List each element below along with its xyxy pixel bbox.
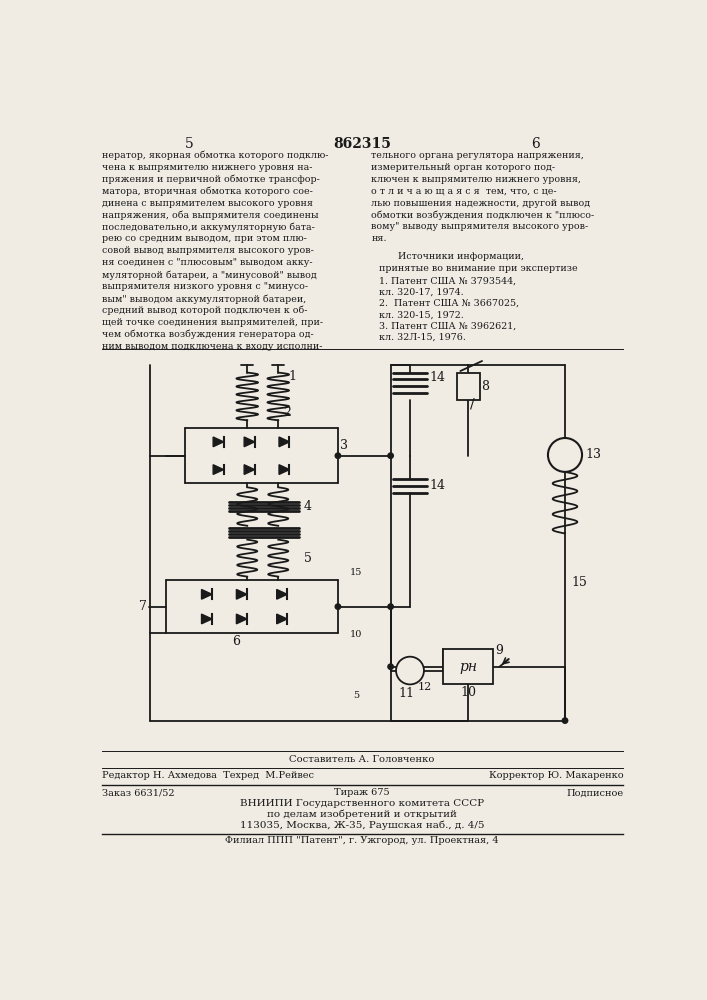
Text: ключен к выпрямителю нижнего уровня,: ключен к выпрямителю нижнего уровня, xyxy=(371,175,581,184)
Polygon shape xyxy=(213,437,223,447)
Text: 113035, Москва, Ж-35, Раушская наб., д. 4/5: 113035, Москва, Ж-35, Раушская наб., д. … xyxy=(240,821,484,830)
Text: 10: 10 xyxy=(460,686,476,699)
Text: 862315: 862315 xyxy=(333,137,391,151)
Text: тельного органа регулятора напряжения,: тельного органа регулятора напряжения, xyxy=(371,151,584,160)
Text: ВНИИПИ Государственного комитета СССР: ВНИИПИ Государственного комитета СССР xyxy=(240,799,484,808)
Text: /: / xyxy=(469,396,474,410)
Text: 3: 3 xyxy=(340,439,349,452)
Text: муляторной батареи, а "минусовой" вывод: муляторной батареи, а "минусовой" вывод xyxy=(103,270,317,280)
Text: 15: 15 xyxy=(349,568,362,577)
Text: матора, вторичная обмотка которого сое-: матора, вторичная обмотка которого сое- xyxy=(103,187,313,196)
Text: 6: 6 xyxy=(232,635,240,648)
Polygon shape xyxy=(279,437,289,447)
Text: чена к выпрямителю нижнего уровня на-: чена к выпрямителю нижнего уровня на- xyxy=(103,163,312,172)
Text: средний вывод которой подключен к об-: средний вывод которой подключен к об- xyxy=(103,306,308,315)
Text: 8: 8 xyxy=(481,380,489,393)
Text: 4: 4 xyxy=(304,500,312,513)
Text: Заказ 6631/52: Заказ 6631/52 xyxy=(103,788,175,797)
Text: динена с выпрямителем высокого уровня: динена с выпрямителем высокого уровня xyxy=(103,199,313,208)
Text: измерительный орган которого под-: измерительный орган которого под- xyxy=(371,163,556,172)
Text: принятые во внимание при экспертизе: принятые во внимание при экспертизе xyxy=(379,264,578,273)
Text: 10: 10 xyxy=(349,630,362,639)
Text: 5: 5 xyxy=(304,552,312,565)
Text: 2: 2 xyxy=(284,406,291,419)
Circle shape xyxy=(388,604,393,609)
Text: Тираж 675: Тираж 675 xyxy=(334,788,390,797)
Text: совой вывод выпрямителя высокого уров-: совой вывод выпрямителя высокого уров- xyxy=(103,246,314,255)
Text: 2.  Патент США № 3667025,: 2. Патент США № 3667025, xyxy=(379,299,519,308)
Text: 6: 6 xyxy=(531,137,540,151)
Polygon shape xyxy=(244,437,255,447)
Text: Составитель А. Головченко: Составитель А. Головченко xyxy=(289,755,435,764)
Text: выпрямителя низкого уровня с "минусо-: выпрямителя низкого уровня с "минусо- xyxy=(103,282,308,291)
Polygon shape xyxy=(279,465,289,474)
Circle shape xyxy=(388,453,393,458)
FancyBboxPatch shape xyxy=(457,373,480,400)
Text: вым" выводом аккумуляторной батареи,: вым" выводом аккумуляторной батареи, xyxy=(103,294,307,304)
Circle shape xyxy=(335,453,341,458)
Text: нератор, якорная обмотка которого подклю-: нератор, якорная обмотка которого подклю… xyxy=(103,151,329,160)
Text: 3. Патент США № 3962621,: 3. Патент США № 3962621, xyxy=(379,322,516,331)
Text: 5: 5 xyxy=(353,691,359,700)
Text: вому" выводу выпрямителя высокого уров-: вому" выводу выпрямителя высокого уров- xyxy=(371,222,588,231)
Text: Редактор Н. Ахмедова  Техред  М.Рейвес: Редактор Н. Ахмедова Техред М.Рейвес xyxy=(103,771,315,780)
FancyBboxPatch shape xyxy=(443,649,493,684)
Text: рею со средним выводом, при этом плю-: рею со средним выводом, при этом плю- xyxy=(103,234,308,243)
Polygon shape xyxy=(276,589,287,599)
Text: пряжения и первичной обмотке трансфор-: пряжения и первичной обмотке трансфор- xyxy=(103,175,320,184)
Text: Подписное: Подписное xyxy=(566,788,623,797)
Polygon shape xyxy=(213,465,223,474)
Text: кл. 320-17, 1974.: кл. 320-17, 1974. xyxy=(379,288,464,297)
Circle shape xyxy=(388,664,393,669)
Polygon shape xyxy=(201,614,212,624)
Text: 12: 12 xyxy=(418,682,432,692)
Text: 11: 11 xyxy=(398,687,414,700)
Text: Филиал ППП "Патент", г. Ужгород, ул. Проектная, 4: Филиал ППП "Патент", г. Ужгород, ул. Про… xyxy=(225,836,498,845)
Circle shape xyxy=(562,718,568,723)
Circle shape xyxy=(396,657,424,684)
Text: ня соединен с "плюсовым" выводом акку-: ня соединен с "плюсовым" выводом акку- xyxy=(103,258,313,267)
Text: лью повышения надежности, другой вывод: лью повышения надежности, другой вывод xyxy=(371,199,590,208)
Text: Корректор Ю. Макаренко: Корректор Ю. Макаренко xyxy=(489,771,623,780)
Polygon shape xyxy=(201,589,212,599)
Text: по делам изобретений и открытий: по делам изобретений и открытий xyxy=(267,810,457,819)
Text: 7: 7 xyxy=(139,600,147,613)
Text: 1. Патент США № 3793544,: 1. Патент США № 3793544, xyxy=(379,276,516,285)
Text: последовательно,и аккумуляторную бата-: последовательно,и аккумуляторную бата- xyxy=(103,222,315,232)
Polygon shape xyxy=(276,614,287,624)
Text: Источники информации,: Источники информации, xyxy=(398,252,525,261)
Text: ним выводом подключена к входу исполни-: ним выводом подключена к входу исполни- xyxy=(103,342,323,351)
Circle shape xyxy=(335,604,341,609)
Text: ня.: ня. xyxy=(371,234,387,243)
Polygon shape xyxy=(236,589,247,599)
Text: 1: 1 xyxy=(288,370,296,383)
Text: о т л и ч а ю щ а я с я  тем, что, с це-: о т л и ч а ю щ а я с я тем, что, с це- xyxy=(371,187,557,196)
Polygon shape xyxy=(236,614,247,624)
Text: обмотки возбуждения подключен к "плюсо-: обмотки возбуждения подключен к "плюсо- xyxy=(371,210,595,220)
Text: щей точке соединения выпрямителей, при-: щей точке соединения выпрямителей, при- xyxy=(103,318,323,327)
Text: чем обмотка возбуждения генератора од-: чем обмотка возбуждения генератора од- xyxy=(103,330,314,339)
Text: 9: 9 xyxy=(496,644,503,657)
Text: напряжения, оба выпрямителя соединены: напряжения, оба выпрямителя соединены xyxy=(103,210,319,220)
Text: 5: 5 xyxy=(185,137,194,151)
Text: кл. 320-15, 1972.: кл. 320-15, 1972. xyxy=(379,310,464,319)
Text: кл. 32Л-15, 1976.: кл. 32Л-15, 1976. xyxy=(379,333,466,342)
Text: 15: 15 xyxy=(571,576,587,588)
Circle shape xyxy=(548,438,582,472)
Polygon shape xyxy=(244,465,255,474)
Text: 14: 14 xyxy=(429,371,445,384)
Text: 13: 13 xyxy=(586,448,602,461)
Text: 14: 14 xyxy=(429,479,445,492)
Text: рн: рн xyxy=(459,660,477,674)
